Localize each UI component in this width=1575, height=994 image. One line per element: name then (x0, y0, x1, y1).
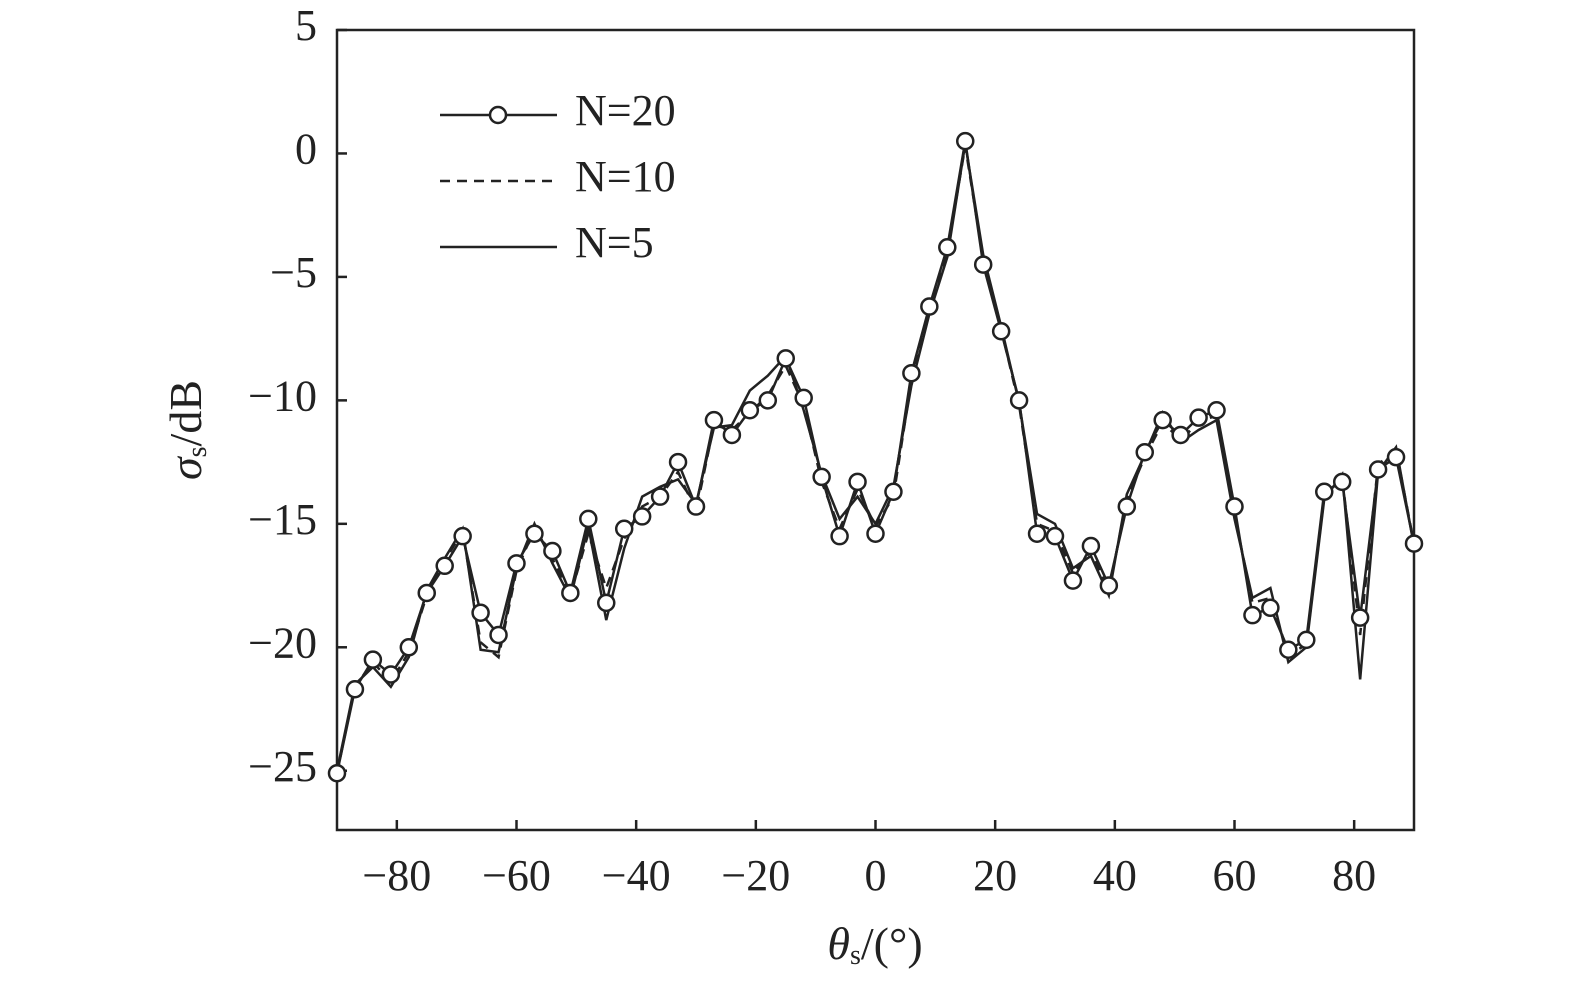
x-axis-label: θs/(°) (827, 918, 922, 972)
data-point (1045, 526, 1065, 546)
y-tick-label: 5 (295, 1, 317, 50)
data-point (1153, 410, 1172, 430)
data-point (327, 763, 347, 783)
data-point (650, 487, 670, 506)
x-tick-label: 40 (1093, 851, 1137, 900)
data-point (381, 665, 401, 684)
data-point (830, 526, 849, 546)
x-label-unit: /(°) (861, 918, 923, 969)
data-point (1404, 534, 1424, 553)
data-point (417, 583, 436, 603)
series-line (335, 145, 1416, 774)
data-point (1261, 598, 1280, 618)
data-point (345, 680, 365, 699)
data-point (363, 650, 383, 669)
data-point (1027, 524, 1047, 543)
data-point (686, 497, 706, 516)
data-point (1171, 425, 1190, 445)
y-tick-label: −25 (248, 742, 317, 791)
data-point (1135, 442, 1154, 462)
data-point (758, 391, 778, 410)
data-point (973, 255, 993, 274)
data-point (1243, 605, 1262, 625)
data-point (1386, 447, 1406, 467)
data-point (776, 349, 795, 368)
data-point (1297, 630, 1316, 650)
x-tick-label: 80 (1332, 851, 1376, 900)
data-point (507, 554, 526, 573)
data-point (1225, 497, 1244, 516)
data-point (579, 509, 598, 529)
data-point (453, 526, 472, 546)
x-tick-label: −80 (362, 851, 431, 900)
data-point (1332, 472, 1352, 492)
data-point (597, 593, 616, 613)
y-axis-label: σs/dB (160, 380, 214, 480)
data-point (1350, 608, 1370, 627)
legend-label: N=5 (575, 218, 654, 267)
data-point (722, 425, 742, 445)
data-point (704, 410, 724, 430)
data-point (1117, 497, 1137, 516)
data-point (399, 638, 419, 657)
data-point (1009, 391, 1029, 410)
data-point (543, 541, 562, 561)
data-point (1207, 400, 1226, 420)
data-point (668, 452, 688, 472)
x-tick-label: 0 (865, 851, 887, 900)
x-tick-label: −40 (602, 851, 671, 900)
data-point (1368, 460, 1388, 479)
data-point (1099, 576, 1119, 595)
data-point (991, 321, 1011, 341)
data-point (956, 131, 975, 151)
legend-marker (488, 105, 508, 125)
x-label-subscript: s (850, 940, 861, 971)
y-tick-label: −5 (270, 248, 317, 297)
data-point (884, 482, 903, 501)
y-tick-label: −20 (248, 618, 317, 667)
y-tick-label: 0 (295, 125, 317, 174)
data-point (920, 297, 939, 316)
x-tick-label: 60 (1213, 851, 1257, 900)
y-label-subscript: s (182, 446, 213, 457)
y-tick-label: −10 (248, 371, 317, 420)
series-line (335, 140, 1416, 774)
data-point (794, 388, 813, 408)
x-label-symbol: θ (827, 918, 850, 969)
y-label-symbol: σ (160, 455, 211, 480)
data-point (938, 238, 957, 257)
data-point (632, 507, 652, 526)
legend-label: N=20 (575, 86, 676, 135)
x-tick-label: −60 (482, 851, 551, 900)
x-tick-label: −20 (721, 851, 790, 900)
data-point (1279, 640, 1298, 660)
legend-label: N=10 (575, 152, 676, 201)
data-point (866, 524, 885, 543)
data-point (1081, 536, 1101, 556)
data-point (1189, 408, 1208, 427)
series-line (335, 143, 1416, 771)
data-point (561, 583, 580, 603)
y-tick-label: −15 (248, 495, 317, 544)
data-point (489, 625, 508, 645)
x-tick-label: 20 (973, 851, 1017, 900)
y-label-unit: /dB (160, 380, 211, 446)
data-point (740, 400, 760, 420)
data-point (848, 472, 867, 492)
data-point (1315, 482, 1334, 501)
data-point (812, 467, 831, 487)
data-point (525, 524, 544, 543)
data-point (614, 519, 634, 539)
data-point (1063, 571, 1083, 590)
data-point (902, 363, 921, 383)
data-point (471, 603, 490, 622)
data-point (435, 556, 454, 576)
plot-frame (335, 28, 1416, 832)
